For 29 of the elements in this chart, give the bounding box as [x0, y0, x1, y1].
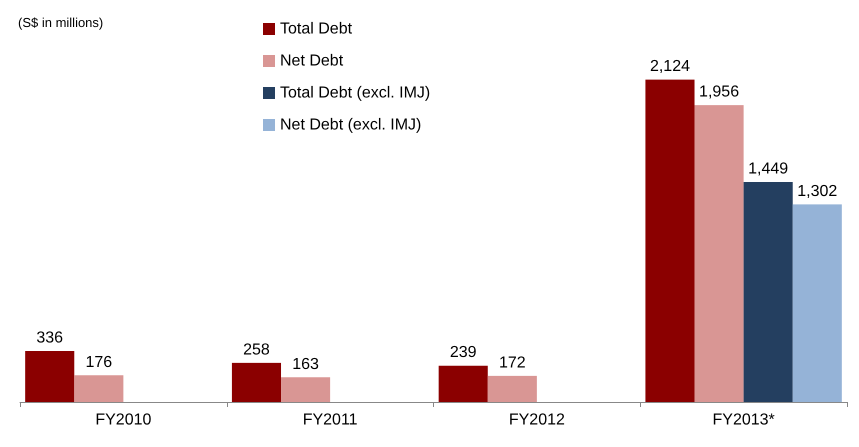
x-tick-label: FY2011 [302, 412, 358, 428]
bar [792, 204, 842, 402]
bar [281, 377, 330, 402]
bar [645, 80, 695, 402]
data-label: 1,449 [748, 160, 788, 178]
bar [232, 362, 282, 402]
data-label: 239 [450, 344, 477, 362]
text: (S$ in millions) [18, 15, 104, 30]
data-label: 258 [243, 341, 270, 358]
data-label: 176 [85, 354, 112, 371]
data-label: 336 [36, 329, 64, 346]
data-label: 163 [292, 356, 320, 373]
x-tick-label: FY2013* [712, 412, 775, 428]
bar [74, 375, 124, 402]
bar [488, 376, 537, 402]
bar [694, 105, 744, 402]
legend-label: Total Debt (excl. IMJ) [280, 84, 430, 102]
data-label: 2,124 [650, 58, 690, 76]
bar [438, 366, 488, 402]
data-label: 1,302 [797, 182, 838, 200]
bar [25, 350, 74, 402]
legend-label: Net Debt [280, 52, 344, 70]
legend-label: Total Debt [280, 20, 353, 38]
x-tick-label: FY2012 [508, 412, 565, 428]
bar [744, 182, 793, 402]
x-tick-label: FY2010 [95, 412, 152, 428]
data-label: 1,956 [699, 84, 740, 101]
data-label: 172 [498, 354, 526, 372]
legend-label: Net Debt (excl. IMJ) [280, 116, 422, 134]
